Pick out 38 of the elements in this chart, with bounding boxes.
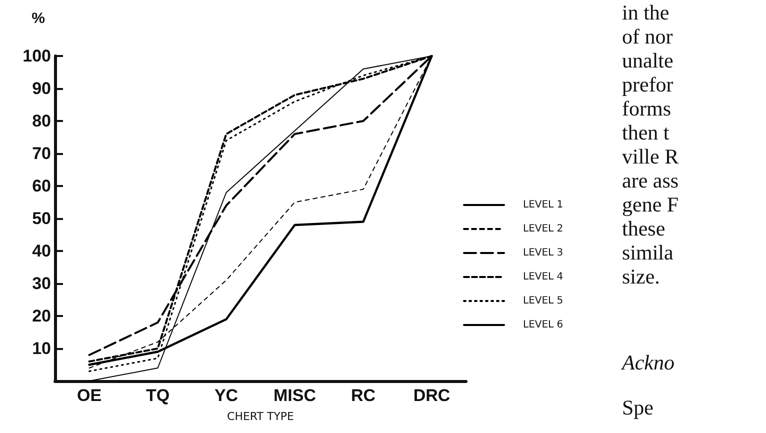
legend-label: LEVEL 5 — [523, 296, 564, 306]
legend-label: LEVEL 4 — [523, 272, 564, 282]
legend-label: LEVEL 6 — [523, 320, 564, 330]
text: ville R — [622, 144, 679, 168]
x-tick-label: RC — [350, 386, 376, 405]
y-tick-label: 70 — [32, 144, 51, 163]
x-tick-label: OE — [76, 386, 102, 405]
y-tick-label: 90 — [32, 79, 51, 98]
text: these — [622, 216, 666, 240]
y-tick-label: 100 — [22, 46, 51, 66]
x-tick-label: MISC — [274, 386, 316, 405]
legend-label: LEVEL 3 — [523, 248, 564, 258]
text: prefor — [622, 72, 674, 96]
y-tick-label: 50 — [32, 209, 51, 228]
text: unalte — [622, 48, 674, 72]
text: in the — [622, 0, 670, 24]
text: size. — [622, 264, 660, 288]
x-tick-label: YC — [214, 386, 238, 405]
x-tick-label: DRC — [413, 386, 450, 405]
text: are ass — [622, 168, 679, 192]
x-tick-label: TQ — [146, 386, 170, 405]
x-axis-title: CHERT TYPE — [227, 410, 294, 423]
text: then t — [622, 120, 670, 144]
y-tick-label: 20 — [32, 306, 51, 326]
y-tick-label: 40 — [32, 242, 51, 260]
y-tick-label: 60 — [32, 176, 51, 196]
text: simila — [622, 240, 674, 264]
text: forms — [622, 96, 671, 120]
legend-label: LEVEL 1 — [523, 200, 564, 210]
y-tick-label: 80 — [32, 112, 51, 130]
legend-label: LEVEL 2 — [523, 224, 564, 234]
y-axis-title: % — [32, 10, 45, 27]
text: gene F — [622, 192, 679, 216]
text: of nor — [622, 24, 673, 48]
text: Spe — [622, 396, 654, 420]
y-tick-label: 10 — [32, 339, 51, 358]
y-tick-label: 30 — [32, 274, 51, 293]
text: Ackno — [620, 350, 674, 374]
